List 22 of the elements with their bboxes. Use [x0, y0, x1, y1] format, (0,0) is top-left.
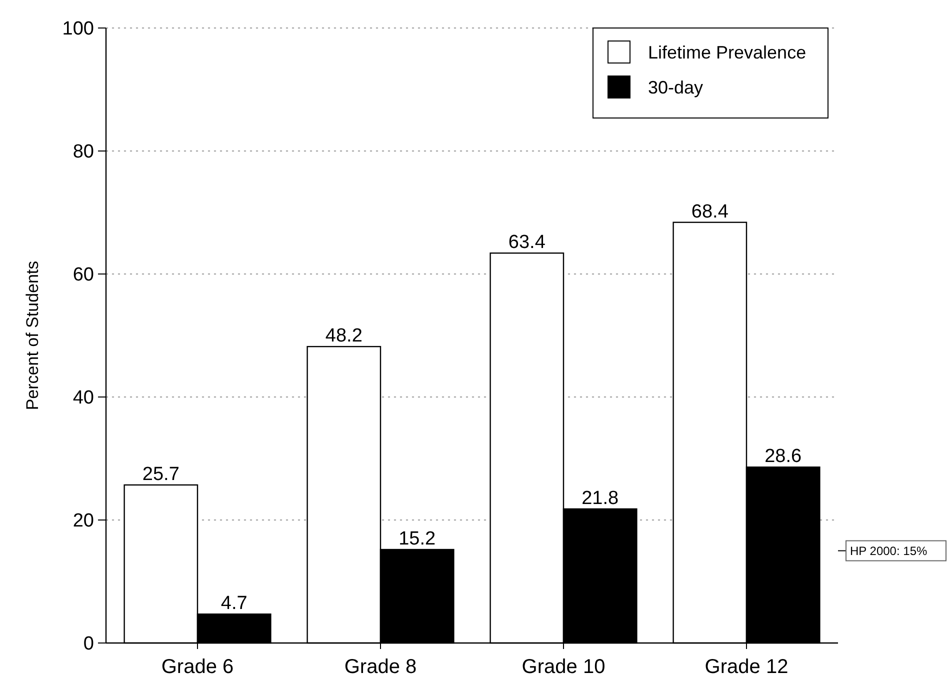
data-label: 25.7	[142, 464, 180, 485]
legend-label: Lifetime Prevalence	[648, 42, 806, 62]
y-tick-label: 40	[72, 388, 94, 409]
data-label: 28.6	[764, 446, 802, 468]
x-tick-label: Grade 8	[344, 656, 417, 678]
data-label: 21.8	[582, 488, 619, 509]
data-label: 15.2	[398, 528, 436, 550]
x-tick-label: Grade 10	[522, 656, 606, 678]
y-tick-label: 20	[72, 510, 94, 532]
data-label: 68.4	[691, 201, 729, 222]
legend-label: 30-day	[648, 77, 704, 98]
data-label: 4.7	[220, 593, 248, 614]
y-tick-label: 60	[72, 264, 94, 286]
data-label: 63.4	[508, 232, 546, 254]
x-tick-label: Grade 6	[161, 656, 234, 678]
x-tick-label: Grade 12	[704, 656, 788, 678]
ref-line-label: HP 2000: 15%	[850, 544, 928, 558]
y-axis-title: Percent of Students	[23, 260, 42, 410]
y-tick-label: 80	[72, 142, 94, 163]
y-tick-label: 0	[83, 634, 94, 655]
data-label: 48.2	[325, 326, 362, 347]
y-tick-label: 100	[62, 18, 94, 40]
